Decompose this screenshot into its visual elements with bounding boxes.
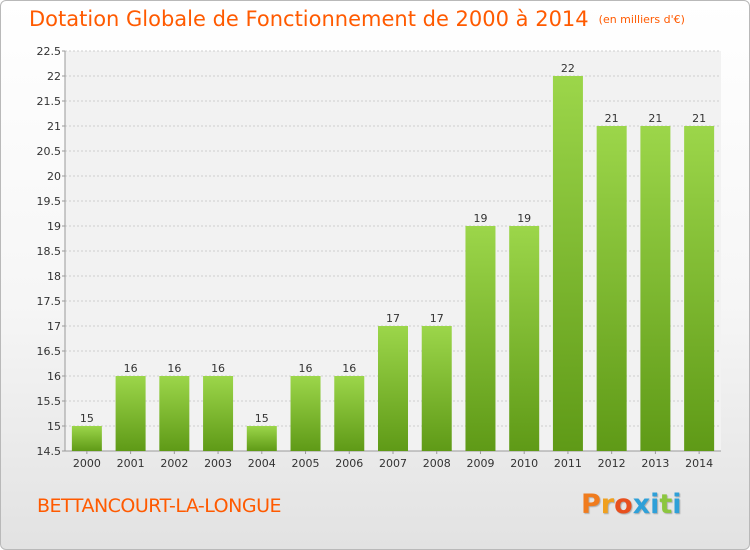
bar [290,376,321,451]
x-tick-label: 2008 [423,457,451,470]
bar [115,376,146,451]
bar-value-label: 16 [342,362,356,375]
bar-value-label: 21 [605,112,619,125]
bar-value-label: 16 [167,362,181,375]
bar-value-label: 17 [430,312,444,325]
title-row: Dotation Globale de Fonctionnement de 20… [29,7,685,31]
bar-value-label: 16 [124,362,138,375]
x-tick-label: 2000 [73,457,101,470]
bar [684,126,715,451]
chart-title: Dotation Globale de Fonctionnement de 20… [29,7,589,31]
y-tick-label: 18 [47,270,61,283]
bar [159,376,190,451]
x-tick-label: 2011 [554,457,582,470]
bar [552,76,583,451]
x-tick-label: 2002 [160,457,188,470]
y-tick-label: 17.5 [37,295,62,308]
logo-letter: o [614,489,633,520]
logo-letter: i [650,489,660,520]
y-tick-label: 16.5 [37,345,62,358]
y-tick-label: 21 [47,120,61,133]
y-tick-label: 15.5 [37,395,62,408]
bar [246,426,277,451]
bar-value-label: 15 [80,412,94,425]
bar-value-label: 16 [299,362,313,375]
x-tick-label: 2005 [292,457,320,470]
logo-letter: x [632,489,651,520]
x-tick-label: 2003 [204,457,232,470]
y-tick-label: 22.5 [37,45,62,58]
chart-unit-note: (en milliers d'€) [598,13,685,26]
bar-value-label: 22 [561,62,575,75]
bar [378,326,408,451]
x-tick-label: 2012 [598,457,626,470]
y-tick-label: 20 [47,170,61,183]
y-tick-label: 19 [47,220,61,233]
logo-letter: r [600,489,615,520]
commune-name: BETTANCOURT-LA-LONGUE [37,495,282,517]
logo-letter: i [672,489,682,520]
y-tick-label: 22 [47,70,61,83]
bar [596,126,627,451]
x-tick-label: 2010 [510,457,538,470]
bar [334,376,365,451]
bar [465,226,496,451]
y-tick-label: 14.5 [37,445,62,458]
x-tick-label: 2007 [379,457,407,470]
y-tick-label: 21.5 [37,95,62,108]
y-tick-label: 19.5 [37,195,62,208]
bar [509,226,540,451]
x-tick-label: 2004 [248,457,276,470]
x-tick-label: 2001 [117,457,145,470]
proxiti-logo: Proxiti [581,489,682,520]
logo-letter: t [659,489,673,520]
bar [640,126,671,451]
x-tick-label: 2013 [641,457,669,470]
bar-value-label: 15 [255,412,269,425]
y-tick-label: 20.5 [37,145,62,158]
logo-letter: P [581,489,601,520]
bar-value-label: 16 [211,362,225,375]
y-tick-label: 16 [47,370,61,383]
y-tick-label: 18.5 [37,245,62,258]
x-tick-label: 2006 [335,457,363,470]
bar [71,426,102,451]
y-tick-label: 15 [47,420,61,433]
bar [203,376,234,451]
bar-value-label: 21 [692,112,706,125]
bar-value-label: 19 [517,212,531,225]
bar-value-label: 17 [386,312,400,325]
y-tick-label: 17 [47,320,61,333]
x-tick-label: 2014 [685,457,713,470]
bar-value-label: 21 [648,112,662,125]
bar-value-label: 19 [473,212,487,225]
x-tick-label: 2009 [466,457,494,470]
bar [421,326,452,451]
